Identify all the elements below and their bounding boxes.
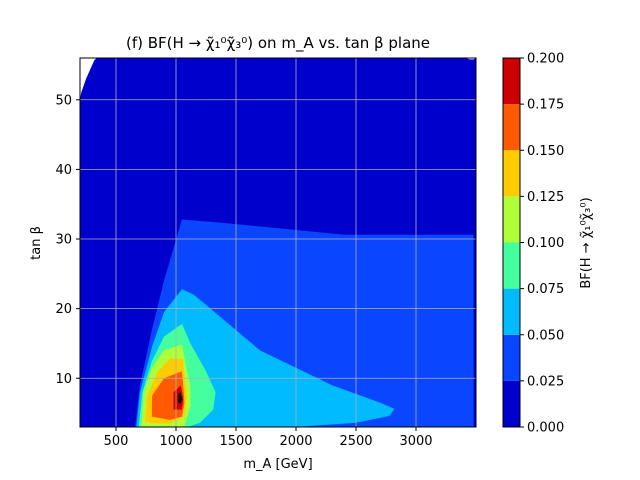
colorbar-tick-label: 0.100 bbox=[527, 236, 564, 251]
y-axis-label: tan β bbox=[29, 226, 44, 260]
colorbar-tick-label: 0.200 bbox=[527, 52, 564, 67]
colorbar-swatch bbox=[503, 104, 520, 151]
contour-band-0.200 bbox=[178, 392, 182, 404]
colorbar-tick-label: 0.175 bbox=[527, 98, 564, 113]
colorbar-swatch bbox=[503, 150, 520, 197]
colorbar-swatch bbox=[503, 288, 520, 335]
x-tick-label: 1500 bbox=[219, 434, 252, 449]
colorbar-tick-label: 0.150 bbox=[527, 144, 564, 159]
y-tick-label: 30 bbox=[55, 233, 72, 248]
x-tick-label: 2500 bbox=[339, 434, 372, 449]
grid-layer bbox=[80, 58, 476, 427]
x-tick-label: 3000 bbox=[399, 434, 432, 449]
y-tick-label: 10 bbox=[55, 372, 72, 387]
colorbar-swatch bbox=[503, 242, 520, 289]
x-tick-label: 2000 bbox=[279, 434, 312, 449]
y-tick-label: 40 bbox=[55, 163, 72, 178]
colorbar-label: BF(H → χ̃₁⁰χ̃₃⁰) bbox=[579, 197, 594, 288]
colorbar-tick-label: 0.025 bbox=[527, 374, 564, 389]
chart-title: (f) BF(H → χ̃₁⁰χ̃₃⁰) on m_A vs. tan β pl… bbox=[126, 34, 430, 53]
colorbar-swatch bbox=[503, 380, 520, 427]
colorbar-ticks: 0.000 0.025 0.050 0.075 0.100 0.125 0.150 0.175… bbox=[520, 52, 564, 436]
colorbar-tick-label: 0.125 bbox=[527, 190, 564, 205]
x-tick-label: 500 bbox=[104, 434, 129, 449]
colorbar-swatch bbox=[503, 196, 520, 243]
colorbar-tick-label: 0.050 bbox=[527, 328, 564, 343]
y-tick-label: 50 bbox=[55, 93, 72, 108]
colorbar-swatch bbox=[503, 58, 520, 105]
colorbar-tick-label: 0.000 bbox=[527, 421, 564, 436]
x-axis: 500 1000 1500 2000 2500 3000 bbox=[104, 427, 433, 449]
y-axis: 10 20 30 40 50 bbox=[55, 93, 80, 387]
contour-fill-layer bbox=[80, 58, 476, 427]
uncovered-region bbox=[80, 58, 97, 100]
x-tick-label: 1000 bbox=[159, 434, 192, 449]
plot-frame bbox=[79, 57, 477, 428]
x-axis-label: m_A [GeV] bbox=[243, 457, 312, 472]
plot-area: 500 1000 1500 2000 2500 3000 10 20 30 40 50 bbox=[55, 57, 477, 449]
colorbar-swatches bbox=[503, 58, 520, 427]
colorbar-tick-label: 0.075 bbox=[527, 282, 564, 297]
colorbar: 0.000 0.025 0.050 0.075 0.100 0.125 0.150 0.175… bbox=[502, 52, 594, 436]
y-tick-label: 20 bbox=[55, 302, 72, 317]
colorbar-swatch bbox=[503, 334, 520, 381]
